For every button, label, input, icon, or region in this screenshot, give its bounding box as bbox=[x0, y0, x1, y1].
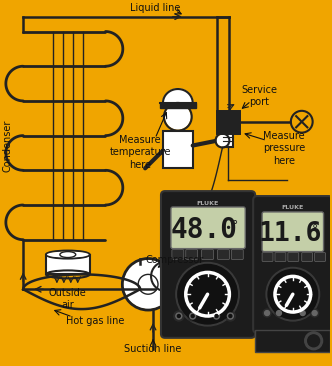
Circle shape bbox=[176, 262, 239, 326]
Circle shape bbox=[300, 311, 305, 315]
Circle shape bbox=[190, 313, 196, 319]
Circle shape bbox=[277, 311, 282, 315]
FancyBboxPatch shape bbox=[275, 253, 286, 261]
FancyBboxPatch shape bbox=[161, 191, 255, 338]
Circle shape bbox=[299, 309, 307, 317]
Text: 11.6: 11.6 bbox=[259, 221, 323, 247]
Text: Condenser: Condenser bbox=[2, 119, 12, 172]
Bar bbox=[224, 134, 232, 146]
FancyBboxPatch shape bbox=[231, 250, 243, 259]
Circle shape bbox=[123, 259, 173, 309]
Circle shape bbox=[176, 313, 182, 319]
Text: Liquid line: Liquid line bbox=[130, 3, 180, 13]
FancyBboxPatch shape bbox=[302, 253, 313, 261]
Circle shape bbox=[275, 309, 283, 317]
FancyBboxPatch shape bbox=[186, 250, 198, 259]
Text: Compressor: Compressor bbox=[146, 254, 204, 265]
Text: Suction line: Suction line bbox=[124, 344, 182, 354]
Ellipse shape bbox=[47, 251, 89, 258]
Circle shape bbox=[215, 314, 218, 318]
Text: Measure
temperature
here: Measure temperature here bbox=[110, 135, 171, 170]
Circle shape bbox=[265, 311, 270, 315]
Circle shape bbox=[152, 262, 180, 290]
FancyBboxPatch shape bbox=[288, 253, 299, 261]
Circle shape bbox=[191, 314, 194, 318]
Text: FLUKE: FLUKE bbox=[197, 201, 219, 206]
Circle shape bbox=[263, 309, 271, 317]
Bar bbox=[255, 330, 330, 352]
Circle shape bbox=[312, 311, 317, 315]
Circle shape bbox=[211, 311, 221, 321]
FancyBboxPatch shape bbox=[253, 196, 332, 333]
Bar bbox=[164, 132, 192, 167]
Bar bbox=[160, 103, 196, 108]
Polygon shape bbox=[163, 89, 193, 103]
FancyBboxPatch shape bbox=[172, 250, 184, 259]
FancyBboxPatch shape bbox=[171, 207, 245, 249]
Circle shape bbox=[165, 104, 191, 130]
Text: Outside
air: Outside air bbox=[49, 288, 87, 310]
FancyBboxPatch shape bbox=[262, 253, 273, 261]
Circle shape bbox=[225, 311, 235, 321]
Circle shape bbox=[213, 313, 219, 319]
Circle shape bbox=[308, 335, 320, 347]
Circle shape bbox=[227, 313, 233, 319]
Circle shape bbox=[266, 268, 320, 321]
FancyBboxPatch shape bbox=[315, 253, 326, 261]
Bar bbox=[46, 255, 90, 274]
Text: 48.0: 48.0 bbox=[171, 216, 238, 244]
Bar bbox=[47, 255, 89, 274]
Circle shape bbox=[178, 265, 237, 324]
Bar bbox=[223, 132, 233, 146]
Bar bbox=[163, 131, 193, 168]
Bar bbox=[255, 330, 330, 352]
Text: °: ° bbox=[311, 223, 318, 236]
Text: FLUKE: FLUKE bbox=[282, 205, 304, 210]
FancyBboxPatch shape bbox=[202, 250, 213, 259]
Circle shape bbox=[177, 314, 180, 318]
Text: °: ° bbox=[232, 219, 238, 232]
Circle shape bbox=[229, 314, 232, 318]
Circle shape bbox=[311, 309, 319, 317]
Circle shape bbox=[174, 311, 184, 321]
Circle shape bbox=[305, 332, 323, 350]
FancyBboxPatch shape bbox=[217, 250, 229, 259]
Circle shape bbox=[188, 311, 198, 321]
Text: Service
port: Service port bbox=[241, 85, 277, 107]
Circle shape bbox=[292, 112, 312, 132]
Circle shape bbox=[268, 269, 318, 319]
Text: Measure
pressure
here: Measure pressure here bbox=[263, 131, 305, 166]
Text: Hot gas line: Hot gas line bbox=[66, 316, 125, 326]
Bar bbox=[217, 111, 239, 132]
Circle shape bbox=[216, 135, 228, 146]
FancyBboxPatch shape bbox=[262, 212, 324, 251]
Bar bbox=[217, 111, 239, 132]
